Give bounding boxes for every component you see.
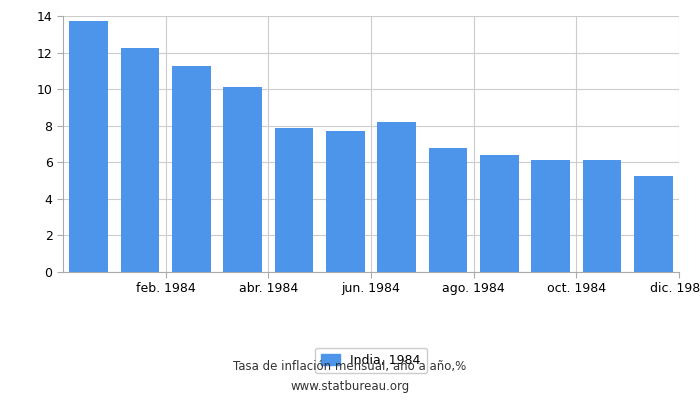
Bar (582, 160, 622, 272)
Bar (223, 87, 262, 272)
Bar (69, 20, 108, 272)
Text: Tasa de inflación mensual, año a año,%: Tasa de inflación mensual, año a año,% (233, 360, 467, 373)
Text: www.statbureau.org: www.statbureau.org (290, 380, 410, 393)
Bar (120, 48, 160, 272)
Legend: India, 1984: India, 1984 (315, 348, 427, 373)
Bar (172, 66, 211, 272)
Bar (326, 131, 365, 272)
Bar (377, 122, 416, 272)
Bar (634, 176, 673, 272)
Bar (428, 148, 468, 272)
Bar (480, 155, 519, 272)
Bar (274, 128, 314, 272)
Bar (531, 160, 570, 272)
